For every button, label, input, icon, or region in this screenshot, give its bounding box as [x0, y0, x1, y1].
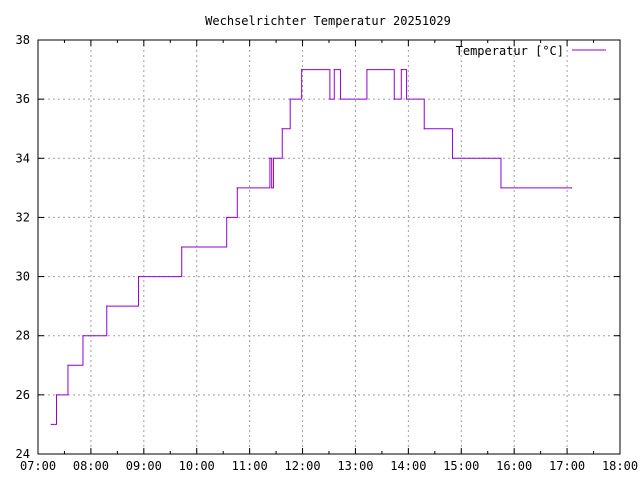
data-point [289, 98, 291, 100]
x-tick-label: 17:00 [549, 459, 585, 473]
data-point [570, 187, 573, 189]
data-point [236, 187, 238, 189]
data-point [333, 68, 335, 71]
y-tick-label: 34 [16, 151, 30, 165]
data-point [272, 157, 275, 159]
y-tick-label: 38 [16, 33, 30, 47]
y-tick-label: 36 [16, 92, 30, 106]
x-tick-label: 18:00 [602, 459, 638, 473]
data-point [400, 68, 402, 71]
x-tick-label: 09:00 [126, 459, 162, 473]
grid [38, 40, 620, 454]
data-point [281, 128, 283, 130]
data-point [271, 187, 273, 189]
data-point [82, 335, 84, 337]
chart-title: Wechselrichter Temperatur 20251029 [205, 14, 451, 28]
data-point [451, 157, 454, 159]
series-line-temperatur [51, 69, 572, 425]
data-point [106, 305, 108, 307]
x-tick-label: 12:00 [284, 459, 320, 473]
x-tick-label: 15:00 [443, 459, 479, 473]
data-point [226, 216, 228, 219]
data-point [339, 98, 342, 100]
data-point [55, 394, 58, 396]
data-point [366, 68, 368, 71]
data-point [423, 128, 425, 130]
x-tick-label: 11:00 [232, 459, 268, 473]
data-point [67, 364, 69, 366]
y-tick-label: 28 [16, 329, 30, 343]
y-tick-label: 26 [16, 388, 30, 402]
axis-ticks: 07:00 08:00 09:00 10:00 11:00 12:00 13:00 14:00… [16, 33, 639, 473]
data-point [50, 423, 52, 426]
y-tick-label: 32 [16, 210, 30, 224]
x-tick-label: 13:00 [337, 459, 373, 473]
data-point [406, 98, 408, 100]
data-point [137, 275, 140, 278]
plot-border [37, 39, 621, 455]
data-point [500, 187, 502, 189]
x-tick-label: 08:00 [73, 459, 109, 473]
data-point [181, 246, 183, 248]
data-point [393, 98, 395, 100]
legend: Temperatur [°C] [456, 44, 606, 58]
data-point [301, 68, 303, 71]
legend-label: Temperatur [°C] [456, 44, 564, 58]
x-tick-label: 16:00 [496, 459, 532, 473]
x-tick-label: 07:00 [20, 459, 56, 473]
x-tick-label: 10:00 [179, 459, 215, 473]
series-layer [50, 68, 573, 426]
data-point [329, 98, 331, 100]
data-point [269, 157, 271, 159]
y-tick-label: 24 [16, 447, 30, 461]
x-tick-label: 14:00 [390, 459, 426, 473]
y-tick-label: 30 [16, 270, 30, 284]
